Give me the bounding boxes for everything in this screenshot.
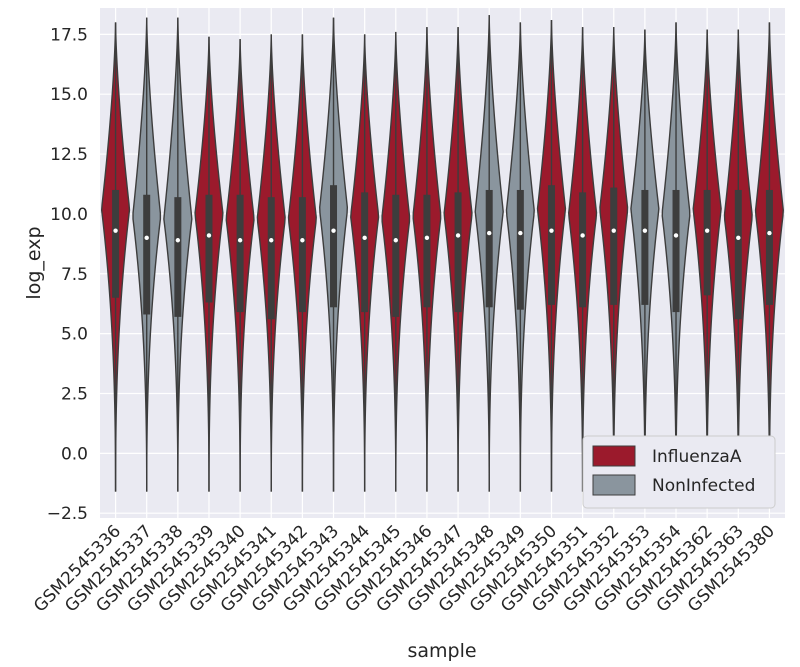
y-tick-label: 15.0: [50, 85, 88, 105]
y-axis-ticks: −2.5 0.0 2.5 5.0 7.5 10.0 12.5 15.0 17.5: [47, 25, 88, 524]
median-point: [611, 228, 616, 233]
iqr-box: [485, 189, 493, 308]
median-point: [455, 233, 461, 238]
iqr-box: [703, 189, 711, 296]
y-tick-label: 10.0: [50, 205, 88, 225]
median-point: [767, 230, 772, 236]
violin-GSM2545337: [132, 17, 162, 492]
violin-GSM2545363: [723, 29, 753, 492]
y-tick-label: −2.5: [47, 504, 88, 524]
violin-GSM2545340: [225, 39, 255, 492]
iqr-box: [298, 197, 306, 313]
iqr-box: [143, 194, 151, 315]
x-axis-ticks: GSM2545336GSM2545337GSM2545338GSM2545339…: [30, 521, 779, 616]
median-point: [206, 233, 212, 238]
iqr-box: [547, 185, 555, 305]
median-point: [393, 238, 398, 243]
median-point: [424, 235, 430, 241]
median-point: [300, 238, 305, 243]
median-point: [736, 235, 741, 241]
legend-label-noninfected: NonInfected: [652, 476, 755, 496]
violin-GSM2545353: [630, 29, 660, 492]
violin-GSM2545343: [319, 17, 349, 492]
iqr-box: [734, 189, 742, 320]
median-point: [673, 233, 679, 238]
iqr-box: [610, 187, 618, 305]
median-point: [580, 233, 585, 238]
iqr-box: [765, 189, 773, 305]
median-point: [518, 230, 523, 236]
y-tick-label: 5.0: [61, 325, 88, 345]
x-axis-label: sample: [407, 640, 476, 662]
violin-GSM2545344: [350, 34, 380, 492]
median-point: [113, 228, 118, 233]
median-point: [144, 235, 149, 241]
legend: InfluenzaA NonInfected: [582, 435, 776, 509]
violin-GSM2545380: [754, 22, 784, 492]
violin-GSM2545347: [443, 27, 473, 492]
iqr-box: [672, 189, 680, 313]
violin-GSM2545345: [381, 31, 411, 492]
violin-GSM2545339: [194, 36, 224, 492]
violins: [100, 15, 784, 492]
violin-GSM2545341: [256, 34, 286, 492]
y-axis-label: log_exp: [23, 226, 45, 299]
violin-GSM2545362: [692, 29, 722, 492]
median-point: [704, 228, 710, 233]
legend-swatch-influenza: [592, 445, 636, 467]
violin-GSM2545350: [536, 19, 567, 492]
violin-GSM2545346: [412, 27, 442, 492]
violin-GSM2545351: [568, 27, 598, 492]
median-point: [362, 235, 367, 241]
median-point: [487, 230, 492, 236]
y-tick-label: 2.5: [61, 384, 88, 404]
iqr-box: [579, 192, 587, 308]
y-tick-label: 0.0: [61, 444, 88, 464]
violin-GSM2545338: [163, 17, 193, 492]
violin-GSM2545349: [505, 22, 535, 492]
violin-GSM2545336: [100, 22, 131, 492]
iqr-box: [516, 189, 524, 310]
y-tick-label: 7.5: [61, 265, 88, 285]
iqr-box: [423, 194, 431, 308]
violin-GSM2545342: [287, 34, 317, 492]
iqr-box: [641, 189, 649, 305]
iqr-box: [205, 194, 213, 303]
median-point: [237, 238, 243, 243]
iqr-box: [330, 185, 338, 308]
y-tick-label: 12.5: [50, 145, 88, 165]
median-point: [269, 238, 274, 243]
iqr-box: [174, 197, 182, 317]
iqr-box: [454, 192, 462, 313]
iqr-box: [112, 189, 120, 298]
median-point: [642, 228, 648, 233]
y-tick-label: 17.5: [50, 25, 88, 45]
iqr-box: [236, 194, 244, 313]
violin-GSM2545354: [661, 22, 691, 492]
iqr-box: [267, 197, 275, 320]
violin-GSM2545352: [599, 27, 629, 492]
violin-GSM2545348: [474, 15, 504, 492]
iqr-box: [392, 194, 400, 317]
median-point: [175, 238, 181, 243]
median-point: [331, 228, 336, 233]
legend-label-influenza: InfluenzaA: [652, 447, 742, 467]
legend-swatch-noninfected: [592, 474, 636, 496]
iqr-box: [361, 192, 369, 313]
median-point: [549, 228, 554, 233]
